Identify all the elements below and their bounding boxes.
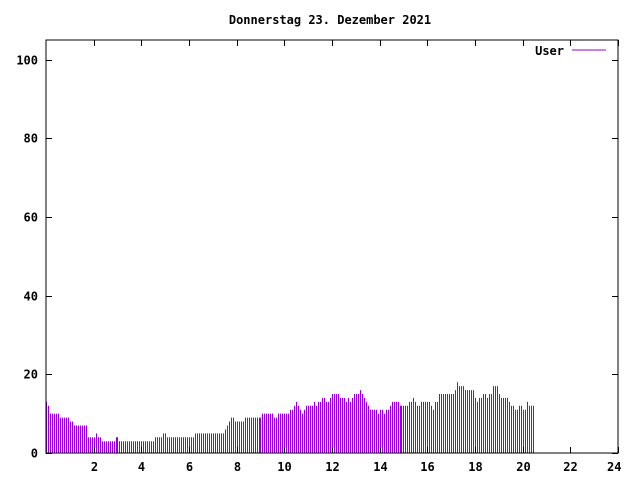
bars: [46, 382, 534, 453]
x-tick-label: 4: [138, 460, 145, 474]
x-tick-label: 6: [186, 460, 193, 474]
y-tick-label: 60: [24, 211, 38, 225]
x-tick-label: 24: [607, 460, 621, 474]
y-tick-label: 80: [24, 132, 38, 146]
legend: User: [535, 44, 606, 58]
chart-title: Donnerstag 23. Dezember 2021: [229, 13, 431, 27]
y-tick-label: 20: [24, 368, 38, 382]
x-tick-label: 14: [373, 460, 387, 474]
x-tick-label: 12: [325, 460, 339, 474]
y-tick-label: 40: [24, 290, 38, 304]
y-tick-label: 0: [31, 447, 38, 461]
x-axis: 2 4 6 8 10 12 14 16 18 20 22 24: [91, 40, 622, 474]
x-tick-label: 10: [277, 460, 291, 474]
x-tick-label: 18: [468, 460, 482, 474]
y-axis: 0 20 40 60 80 100: [16, 54, 618, 461]
x-tick-label: 2: [91, 460, 98, 474]
x-tick-label: 16: [420, 460, 434, 474]
legend-label-user: User: [535, 44, 564, 58]
plot-frame: [45, 39, 619, 454]
x-tick-label: 20: [516, 460, 530, 474]
y-tick-label: 100: [16, 54, 38, 68]
x-tick-label: 8: [234, 460, 241, 474]
x-tick-label: 22: [563, 460, 577, 474]
